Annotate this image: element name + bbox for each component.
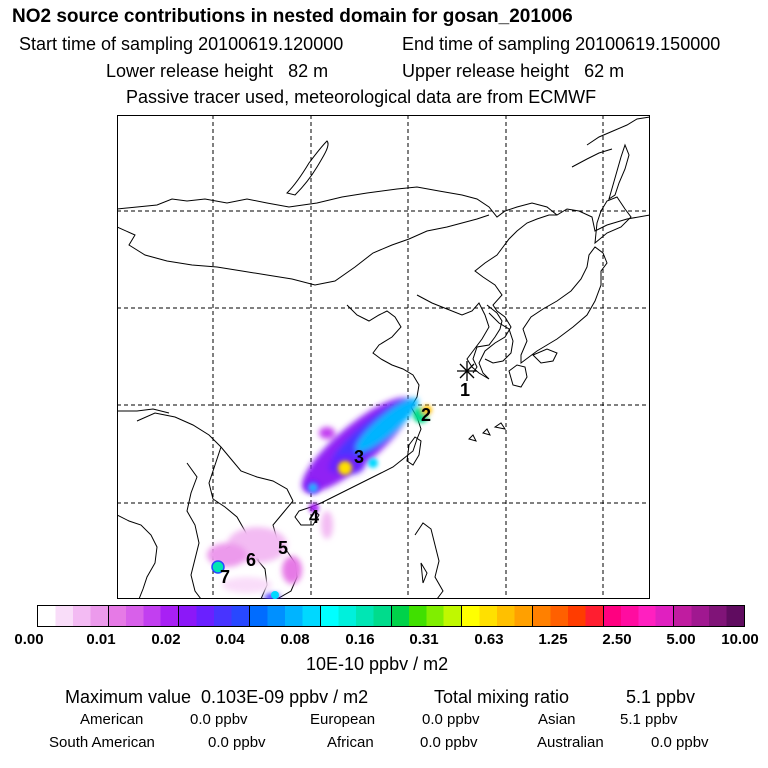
end-time-label: End time of sampling 20100619.150000 <box>402 34 721 54</box>
colorbar-tick: 0.04 <box>215 631 245 648</box>
colorbar-tick: 0.08 <box>280 631 310 648</box>
region-label-7: 7 <box>220 567 231 587</box>
european-value: 0.0 ppbv <box>422 711 480 728</box>
region-label-2: 2 <box>421 405 432 425</box>
colorbar <box>37 605 745 627</box>
asian-value: 5.1 ppbv <box>620 711 678 728</box>
region-label-3: 3 <box>354 447 365 467</box>
colorbar-segment <box>38 606 109 626</box>
map-panel <box>117 115 650 599</box>
colorbar-tick: 0.02 <box>151 631 181 648</box>
colorbar-segment <box>108 606 180 626</box>
map-frame <box>117 115 650 599</box>
no2-concentration-plume <box>207 397 432 599</box>
american-value: 0.0 ppbv <box>190 711 248 728</box>
colorbar-tick: 0.00 <box>14 631 44 648</box>
total-mixing-ratio-label: Total mixing ratio <box>434 687 570 707</box>
colorbar-tick: 0.01 <box>86 631 116 648</box>
upper-release-height-label: Upper release height 62 m <box>402 61 625 81</box>
colorbar-tick: 10.00 <box>721 631 759 648</box>
american-label: American <box>80 711 144 728</box>
colorbar-tick: 5.00 <box>666 631 696 648</box>
asian-label: Asian <box>538 711 576 728</box>
colorbar-segment <box>603 606 675 626</box>
max-value-label: Maximum value 0.103E-09 ppbv / m2 <box>65 687 369 707</box>
colorbar-segment <box>250 606 321 626</box>
african-label: African <box>327 734 374 751</box>
south-american-label: South American <box>49 734 155 751</box>
region-label-6: 6 <box>246 550 257 570</box>
lower-release-height-label: Lower release height 82 m <box>106 61 329 81</box>
colorbar-tick: 1.25 <box>538 631 568 648</box>
colorbar-tick: 2.50 <box>602 631 632 648</box>
colorbar-segment <box>391 606 463 626</box>
receptor-star-icon <box>457 361 477 381</box>
colorbar-tick: 0.31 <box>409 631 439 648</box>
region-label-5: 5 <box>278 538 289 558</box>
colorbar-segment <box>462 606 533 626</box>
australian-label: Australian <box>537 734 604 751</box>
colorbar-segment <box>320 606 392 626</box>
colorbar-units: 10E-10 ppbv / m2 <box>306 654 449 674</box>
total-mixing-ratio-value: 5.1 ppbv <box>626 687 696 707</box>
start-time-label: Start time of sampling 20100619.120000 <box>19 34 344 54</box>
african-value: 0.0 ppbv <box>420 734 478 751</box>
south-american-value: 0.0 ppbv <box>208 734 266 751</box>
region-label-1: 1 <box>460 380 471 400</box>
region-label-4: 4 <box>309 507 320 527</box>
tracer-info-label: Passive tracer used, meteorological data… <box>126 87 597 107</box>
plot-title: NO2 source contributions in nested domai… <box>12 6 573 27</box>
colorbar-tick: 0.16 <box>345 631 375 648</box>
colorbar-segment <box>179 606 251 626</box>
european-label: European <box>310 711 376 728</box>
colorbar-tick: 0.63 <box>474 631 504 648</box>
colorbar-segment <box>674 606 745 626</box>
australian-value: 0.0 ppbv <box>651 734 709 751</box>
colorbar-segment <box>532 606 604 626</box>
